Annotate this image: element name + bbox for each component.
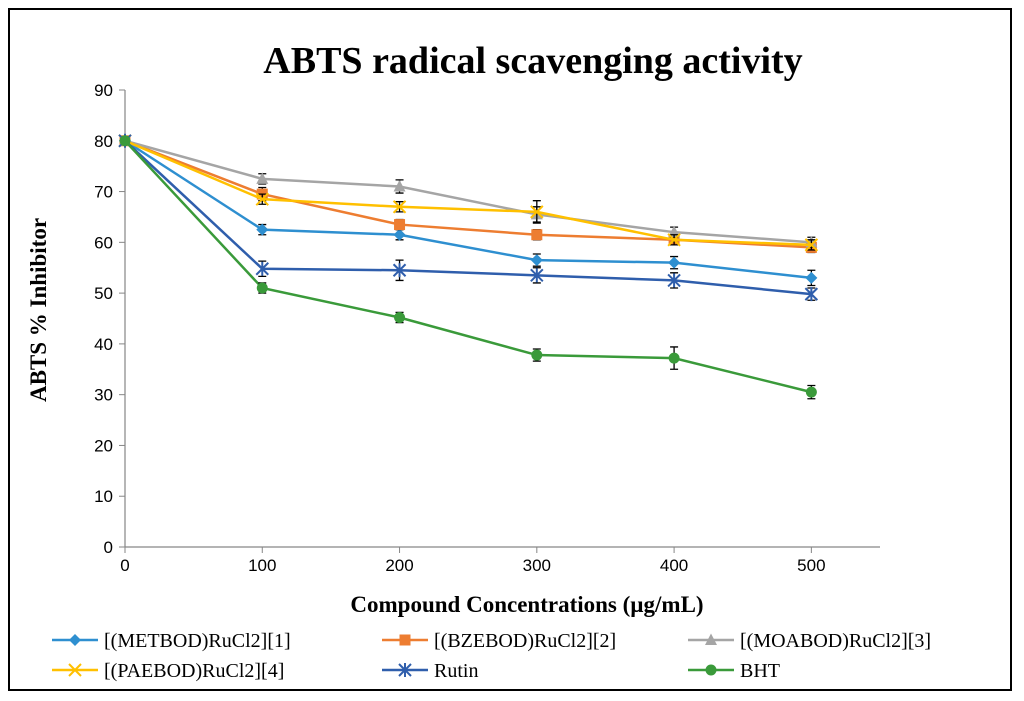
series-6 — [119, 135, 817, 400]
y-axis-label: ABTS % Inhibitor — [26, 218, 51, 402]
data-point — [530, 254, 543, 267]
x-axis-ticks: 0 100 200 300 400 500 — [120, 547, 826, 575]
legend: [(METBOD)RuCl2][1] [(BZEBOD)RuCl2][2] [(MO… — [52, 630, 931, 682]
data-point — [392, 263, 407, 278]
data-point — [668, 352, 680, 364]
data-point — [256, 282, 268, 294]
legend-label: BHT — [740, 660, 780, 682]
y-tick-label: 90 — [94, 81, 113, 100]
y-tick-label: 70 — [94, 183, 113, 202]
x-tick-label: 300 — [523, 556, 551, 575]
data-point — [804, 287, 819, 302]
x-tick-label: 200 — [385, 556, 413, 575]
series-line — [124, 139, 812, 247]
legend-marker — [398, 663, 412, 677]
legend-label: [(PAEBOD)RuCl2][4] — [104, 660, 284, 682]
data-point — [393, 179, 406, 192]
data-point — [394, 219, 406, 231]
legend-label: [(MOABOD)RuCl2][3] — [740, 630, 931, 652]
y-tick-label: 80 — [94, 132, 113, 151]
data-point — [531, 349, 543, 361]
data-point — [393, 228, 406, 241]
x-tick-label: 400 — [660, 556, 688, 575]
y-tick-label: 50 — [94, 284, 113, 303]
legend-item: [(MOABOD)RuCl2][3] — [688, 630, 931, 652]
x-tick-label: 0 — [120, 556, 129, 575]
data-point — [255, 192, 269, 206]
data-point — [804, 238, 819, 252]
y-tick-label: 0 — [104, 538, 113, 557]
x-tick-label: 500 — [797, 556, 825, 575]
data-point — [805, 271, 818, 284]
x-axis-label: Compound Concentrations (µg/mL) — [350, 592, 703, 617]
data-point — [667, 273, 681, 288]
data-point — [392, 200, 407, 214]
series-line — [124, 139, 812, 394]
legend-label: [(METBOD)RuCl2][1] — [104, 630, 291, 652]
y-axis-ticks: 0 10 20 30 40 50 60 70 80 90 — [94, 81, 125, 557]
data-point — [256, 172, 269, 184]
data-point — [531, 229, 543, 241]
series-5 — [118, 133, 819, 302]
data-point — [805, 386, 817, 398]
y-tick-label: 20 — [94, 436, 113, 455]
legend-marker — [705, 664, 717, 676]
y-tick-label: 40 — [94, 335, 113, 354]
data-point — [530, 205, 544, 219]
legend-item: [(METBOD)RuCl2][1] — [52, 630, 291, 652]
data-point — [256, 223, 269, 236]
legend-item: [(PAEBOD)RuCl2][4] — [52, 660, 284, 682]
legend-label: [(BZEBOD)RuCl2][2] — [434, 630, 616, 652]
series-line — [124, 139, 812, 244]
data-point — [394, 311, 406, 323]
y-tick-label: 30 — [94, 386, 113, 405]
series-line — [124, 139, 812, 249]
data-point — [530, 268, 544, 283]
legend-marker — [69, 634, 81, 646]
series-layer — [118, 133, 819, 400]
legend-marker — [705, 633, 717, 645]
data-point — [119, 135, 131, 147]
chart-title: ABTS radical scavenging activity — [263, 40, 802, 82]
legend-item: Rutin — [382, 660, 478, 682]
series-line — [124, 139, 812, 296]
legend-marker — [68, 663, 82, 677]
y-tick-label: 60 — [94, 233, 113, 252]
data-point — [255, 261, 269, 276]
legend-item: BHT — [688, 660, 780, 682]
series-line — [124, 139, 812, 280]
legend-marker — [399, 634, 411, 646]
x-tick-label: 100 — [248, 556, 276, 575]
data-point — [667, 233, 681, 247]
legend-item: [(BZEBOD)RuCl2][2] — [382, 630, 616, 652]
data-point — [668, 256, 681, 269]
legend-label: Rutin — [434, 660, 478, 682]
y-tick-label: 10 — [94, 487, 113, 506]
chart-frame — [8, 8, 1012, 691]
